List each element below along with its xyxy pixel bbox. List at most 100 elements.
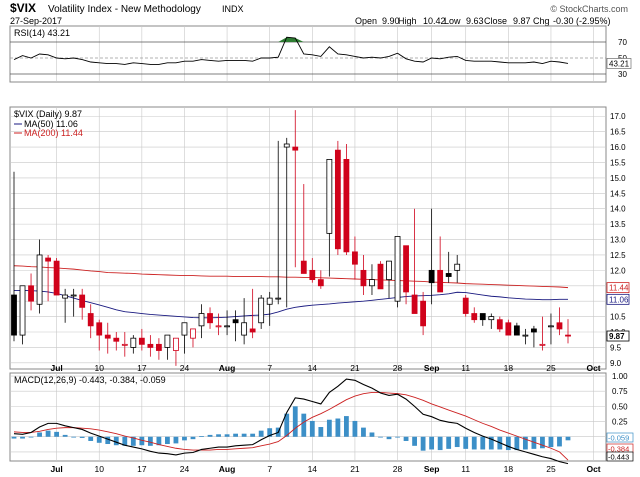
- x-tick-label: 18: [504, 464, 514, 474]
- candle-body: [45, 257, 51, 262]
- candle-body: [104, 334, 111, 339]
- macd-signal-line: [13, 391, 569, 461]
- candle-body: [155, 343, 162, 351]
- macd-signal-badge-text: -0.384: [608, 445, 629, 454]
- price-tick-label: 9.0: [610, 359, 622, 368]
- macd-histogram-bar: [258, 430, 264, 437]
- rsi-badge-text: 43.21: [609, 59, 630, 68]
- macd-histogram-bar: [88, 436, 94, 441]
- candle-body: [420, 300, 427, 327]
- rsi-label: RSI(14) 43.21: [14, 28, 70, 38]
- macd-histogram-bar: [352, 420, 358, 437]
- candle-body: [352, 251, 358, 265]
- macd-histogram-bar: [446, 436, 452, 449]
- x-tick-label: Jul: [50, 363, 62, 373]
- axis-labels: Jul 10 17 24 Aug 7 14 21 28 Sep 11 18 25 Oct Jul 10 17 24…: [50, 363, 600, 474]
- ma50-badge-text: 11.06: [609, 295, 629, 304]
- macd-histogram-bar: [326, 419, 332, 437]
- macd-histogram-bar: [250, 433, 256, 437]
- macd-histogram-bar: [361, 427, 366, 437]
- price-tick-label: 14.0: [610, 205, 626, 214]
- candle-body: [334, 149, 341, 250]
- macd-histogram-bar: [79, 436, 85, 438]
- candle-body: [522, 334, 529, 337]
- high-value: 10.42: [423, 16, 446, 26]
- x-tick-label: 21: [350, 363, 360, 373]
- x-tick-label: 17: [137, 464, 147, 474]
- macd-histogram-bar: [540, 436, 545, 449]
- macd-histogram-bar: [565, 436, 571, 441]
- macd-histogram-bar: [557, 436, 562, 447]
- candle-body: [386, 260, 392, 281]
- price-tick-label: 15.0: [610, 174, 626, 183]
- candle-body: [462, 297, 469, 314]
- candle-body: [275, 297, 282, 300]
- macd-tick-label: 0.75: [612, 387, 628, 396]
- candle-body: [181, 322, 188, 336]
- macd-plot: 1.000.750.500.250.00-0.25-0.059-0.384-0.…: [11, 372, 634, 465]
- x-tick-label: Sep: [424, 363, 440, 373]
- ma200-line: [13, 265, 569, 289]
- candle-body: [53, 260, 60, 296]
- macd-histogram-bar: [378, 436, 383, 438]
- macd-histogram-bar: [454, 436, 460, 448]
- candle-body: [471, 313, 478, 321]
- rsi-value-badge: [606, 58, 632, 69]
- macd-histogram-bar: [147, 436, 153, 446]
- macd-histogram-bar: [96, 436, 102, 443]
- rsi-overbought-fill: [278, 37, 304, 42]
- price-tick-label: 14.5: [610, 189, 626, 198]
- price-tick-label: 15.5: [610, 158, 626, 167]
- candle-body: [565, 334, 571, 337]
- macd-histogram-bar: [45, 430, 51, 437]
- macd-line: [13, 378, 569, 465]
- watermark: © StockCharts.com: [550, 4, 628, 14]
- x-tick-label: 7: [267, 363, 272, 373]
- candle-body: [79, 294, 86, 308]
- candle-body: [224, 325, 230, 328]
- macd-histogram-bar: [113, 436, 119, 446]
- macd-histogram-bar: [165, 436, 170, 445]
- x-tick-label: 18: [504, 363, 514, 373]
- candle-body: [11, 294, 17, 336]
- macd-label: MACD(12,26,9) -0.443, -0.384, -0.059: [14, 375, 166, 385]
- macd-histogram-bar: [531, 436, 537, 449]
- macd-histogram-bar: [233, 433, 238, 437]
- price-tick-label: 13.5: [610, 220, 626, 229]
- candle-body: [556, 322, 563, 330]
- macd-histogram-bar: [71, 436, 77, 438]
- ma200-label: MA(200) 11.44: [24, 128, 83, 138]
- candle-body: [437, 269, 444, 293]
- ma50-badge: [606, 293, 630, 305]
- candle-body: [241, 322, 248, 336]
- price-tick-label: 13.0: [610, 236, 626, 245]
- macd-histogram-bar: [471, 436, 477, 450]
- macd-value-badge-text: -0.443: [608, 453, 629, 462]
- x-tick-label: 24: [180, 363, 190, 373]
- macd-histogram-bar: [122, 436, 128, 446]
- x-tick-label: Oct: [586, 464, 600, 474]
- candle-body: [87, 313, 94, 327]
- macd-histogram-bar: [522, 436, 528, 450]
- macd-histogram-bar: [62, 434, 68, 437]
- price-tick-label: 12.0: [610, 266, 626, 275]
- x-tick-label: 17: [137, 363, 147, 373]
- open-label: Open: [355, 16, 377, 26]
- candle-body: [539, 343, 546, 346]
- macd-histogram-bar: [344, 416, 349, 437]
- macd-histogram-bar: [182, 436, 187, 441]
- x-tick-label: 25: [546, 363, 556, 373]
- candle-body: [190, 328, 196, 339]
- candle-body: [70, 294, 77, 297]
- candle-body: [113, 337, 120, 342]
- candle-body: [266, 297, 273, 305]
- candle-body: [309, 269, 316, 281]
- last-price-badge-text: 9.87: [609, 332, 625, 341]
- rsi-plot: 70503043.21: [10, 36, 632, 79]
- x-tick-label: 28: [393, 464, 403, 474]
- exchange: INDX: [222, 4, 244, 14]
- last-price-badge: [606, 330, 630, 342]
- price-label: $VIX (Daily) 9.87: [14, 109, 82, 119]
- macd-histogram-bar: [412, 436, 417, 446]
